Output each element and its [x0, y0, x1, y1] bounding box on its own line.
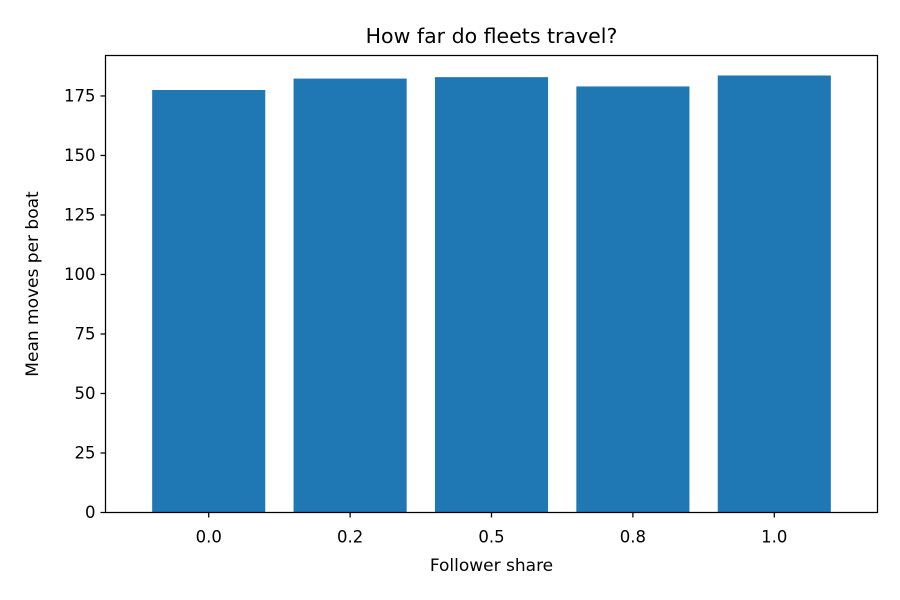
x-tick-label: 0.5	[478, 528, 504, 547]
x-tick-label: 1.0	[761, 528, 787, 547]
y-axis-label: Mean moves per boat	[23, 191, 43, 377]
chart-title: How far do fleets travel?	[366, 24, 618, 48]
bar-0.8	[576, 86, 690, 513]
bar-0.5	[434, 77, 549, 513]
x-axis-label: Follower share	[430, 556, 553, 576]
bar-0.0	[152, 90, 266, 513]
plot-frame	[104, 54, 879, 514]
y-tick-label: 175	[64, 86, 96, 105]
y-tick-label: 100	[64, 265, 96, 284]
y-axis: 0 25 50 75 100 125 150 175	[64, 86, 106, 522]
y-tick-label: 50	[75, 384, 96, 403]
y-tick-label: 0	[85, 503, 96, 522]
y-tick-label: 150	[64, 146, 96, 165]
x-tick-label: 0.8	[620, 528, 646, 547]
bars-group	[152, 75, 831, 513]
x-tick-label: 0.0	[196, 528, 222, 547]
y-tick-label: 125	[64, 205, 96, 224]
x-tick-label: 0.2	[337, 528, 363, 547]
bar-0.2	[293, 78, 407, 513]
bar-1.0	[717, 75, 831, 513]
y-tick-label: 25	[75, 443, 96, 462]
y-tick-label: 75	[75, 324, 96, 343]
x-axis: 0.0 0.2 0.5 0.8 1.0	[196, 512, 787, 547]
